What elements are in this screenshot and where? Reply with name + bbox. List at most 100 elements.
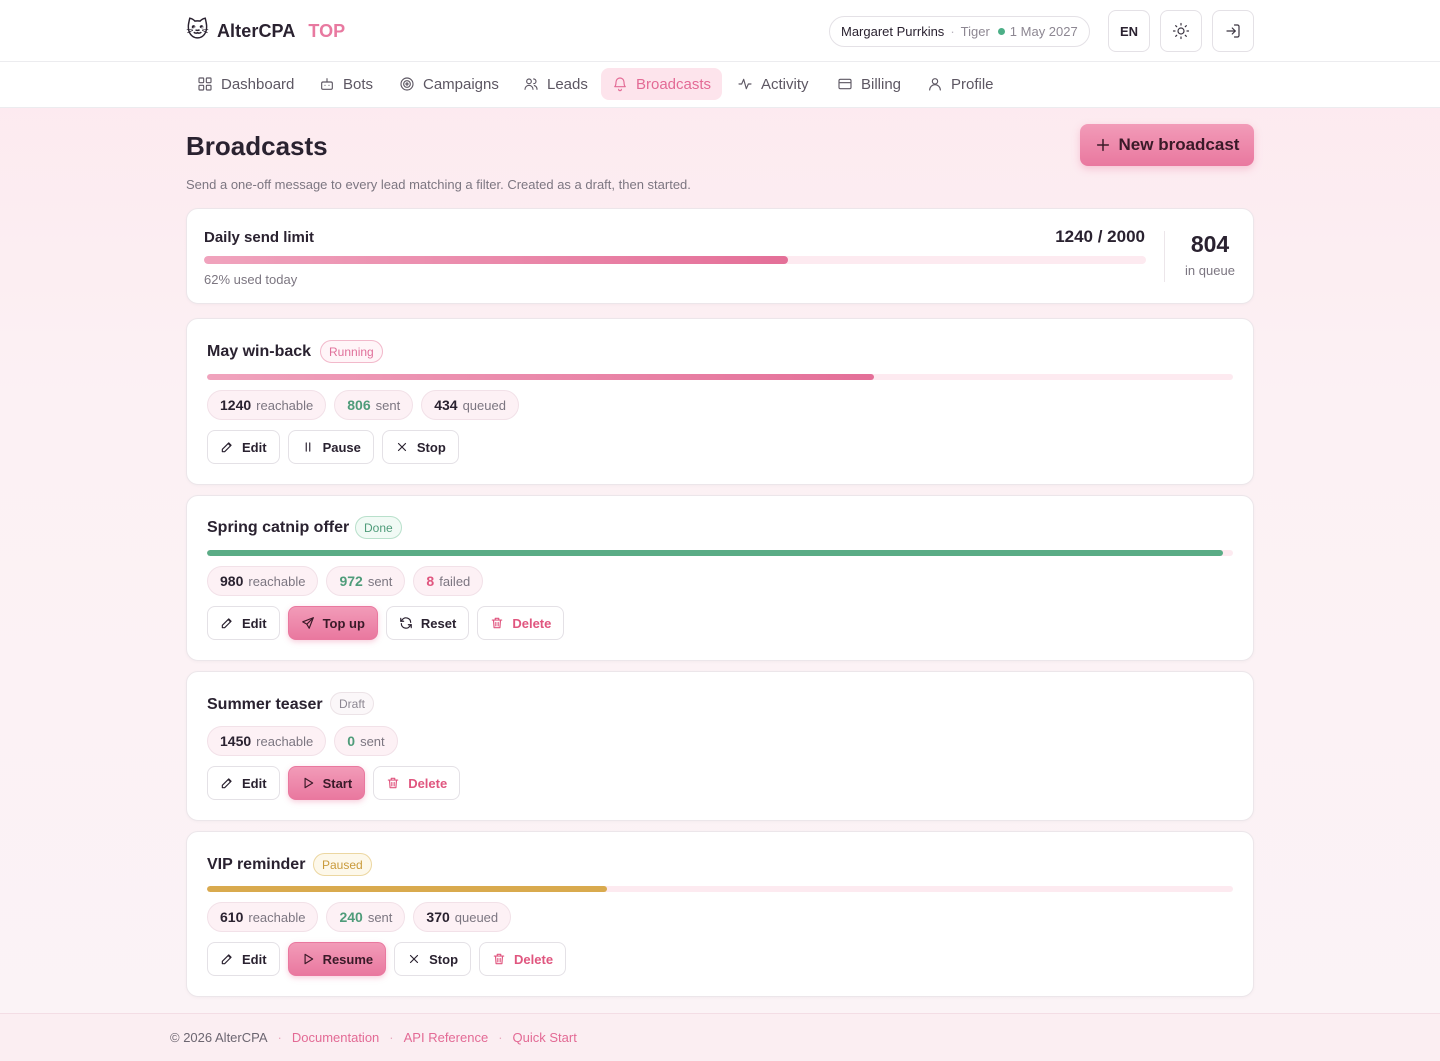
status-badge: Paused (313, 853, 372, 876)
broadcast-card: Summer teaser Draft 1450 reachable 0 sent … (186, 671, 1254, 821)
stat-label: reachable (256, 733, 314, 749)
pencil-icon (220, 616, 234, 630)
reset-button[interactable]: Reset (385, 606, 470, 640)
broadcast-progress-bar (207, 374, 1233, 380)
plus-icon (1095, 137, 1111, 153)
sun-icon (1172, 22, 1190, 40)
nav-item-profile[interactable]: Profile (916, 68, 1005, 100)
broadcast-stats: 980 reachable 972 sent 8 failed (207, 566, 484, 596)
top-up-button[interactable]: Top up (287, 606, 378, 640)
stat-value: 8 (426, 573, 435, 589)
broadcast-actions: Edit Resume Stop Delete (207, 942, 567, 976)
footer: © 2026 AlterCPA · Documentation · API Re… (0, 1013, 1440, 1061)
quick-start-link[interactable]: Quick Start (512, 1030, 577, 1045)
pencil-icon (220, 776, 234, 790)
main-nav: Dashboard Bots Campaigns Leads Broadcast… (0, 62, 1440, 108)
stat-value: 434 (434, 397, 458, 413)
delete-button[interactable]: Delete (479, 942, 567, 976)
refresh-icon (399, 616, 413, 630)
nav-label: Campaigns (423, 75, 499, 93)
broadcast-card: Spring catnip offer Done 980 reachable 97… (186, 495, 1254, 661)
pencil-icon (220, 440, 234, 454)
broadcast-progress-bar (207, 886, 1233, 892)
stat-value: 610 (220, 909, 244, 925)
stat-label: sent (367, 573, 393, 589)
new-broadcast-button[interactable]: New broadcast (1080, 124, 1254, 166)
button-label: Edit (242, 615, 267, 631)
nav-label: Bots (343, 75, 374, 93)
logout-icon (1224, 22, 1242, 40)
pause-button[interactable]: Pause (287, 430, 374, 464)
nav-label: Dashboard (221, 75, 295, 93)
nav-label: Billing (861, 75, 902, 93)
stat-label: sent (375, 397, 401, 413)
users-icon (523, 76, 539, 92)
nav-item-billing[interactable]: Billing (826, 68, 912, 100)
user-pill[interactable]: Margaret Purrkins · Tiger 1 May 2027 (829, 16, 1090, 47)
nav-item-dashboard[interactable]: Dashboard (186, 68, 305, 100)
pause-icon (301, 440, 315, 454)
stat-reachable: 1450 reachable (207, 726, 327, 756)
delete-button[interactable]: Delete (477, 606, 565, 640)
theme-toggle-button[interactable] (1160, 10, 1202, 52)
documentation-link[interactable]: Documentation (291, 1030, 380, 1045)
nav-item-campaigns[interactable]: Campaigns (388, 68, 510, 100)
limit-label: Daily send limit (204, 229, 315, 246)
close-icon (395, 440, 409, 454)
user-date: 1 May 2027 (1009, 24, 1078, 39)
nav-item-broadcasts[interactable]: Broadcasts (601, 68, 723, 100)
nav-item-activity[interactable]: Activity (726, 68, 820, 100)
button-label: Pause (322, 439, 361, 455)
edit-button[interactable]: Edit (207, 606, 280, 640)
play-icon (301, 776, 315, 790)
stat-failed: 8 failed (413, 566, 484, 596)
resume-button[interactable]: Resume (287, 942, 387, 976)
edit-button[interactable]: Edit (207, 430, 280, 464)
stat-reachable: 980 reachable (207, 566, 319, 596)
separator-dot: · (277, 1030, 282, 1045)
api-reference-link[interactable]: API Reference (403, 1030, 489, 1045)
edit-button[interactable]: Edit (207, 766, 280, 800)
target-icon (399, 76, 415, 92)
pulse-icon (737, 76, 753, 92)
stop-button[interactable]: Stop (381, 430, 459, 464)
stat-label: reachable (248, 909, 306, 925)
button-label: Stop (416, 439, 446, 455)
brand-logo[interactable]: 🐱 AlterCPA TOP (186, 19, 345, 43)
button-label: Start (322, 775, 353, 791)
broadcast-title: VIP reminder (207, 856, 306, 873)
stat-label: sent (367, 909, 393, 925)
status-badge: Running (320, 340, 383, 363)
broadcast-progress-fill (207, 550, 1223, 556)
bot-icon (319, 76, 335, 92)
brand-accent: TOP (308, 20, 346, 41)
logout-button[interactable] (1212, 10, 1254, 52)
button-label: Delete (408, 775, 448, 791)
stat-label: sent (360, 733, 385, 749)
button-label: Stop (429, 951, 459, 967)
queue-count: 804 (1190, 231, 1230, 257)
language-button[interactable]: EN (1108, 10, 1150, 52)
delete-button[interactable]: Delete (373, 766, 461, 800)
start-button[interactable]: Start (287, 766, 366, 800)
nav-label: Profile (951, 75, 994, 93)
stat-value: 370 (426, 909, 450, 925)
broadcast-actions: Edit Pause Stop (207, 430, 459, 464)
limit-value: 1240 / 2000 (1055, 227, 1145, 246)
stat-queued: 434 queued (421, 390, 519, 420)
nav-item-bots[interactable]: Bots (308, 68, 384, 100)
new-broadcast-label: New broadcast (1118, 135, 1240, 154)
nav-item-leads[interactable]: Leads (512, 68, 599, 100)
stat-queued: 370 queued (413, 902, 512, 932)
edit-button[interactable]: Edit (207, 942, 280, 976)
page-subtitle: Send a one-off message to every lead mat… (186, 177, 691, 192)
stat-value: 980 (220, 573, 244, 589)
stat-sent: 0 sent (334, 726, 398, 756)
status-dot-icon (997, 28, 1005, 35)
status-badge: Done (355, 516, 402, 539)
stat-sent: 240 sent (326, 902, 406, 932)
limit-progress-fill (204, 256, 789, 264)
button-label: Delete (514, 951, 554, 967)
stop-button[interactable]: Stop (394, 942, 472, 976)
daily-limit-card: Daily send limit 1240 / 2000 62% used to… (186, 208, 1254, 304)
